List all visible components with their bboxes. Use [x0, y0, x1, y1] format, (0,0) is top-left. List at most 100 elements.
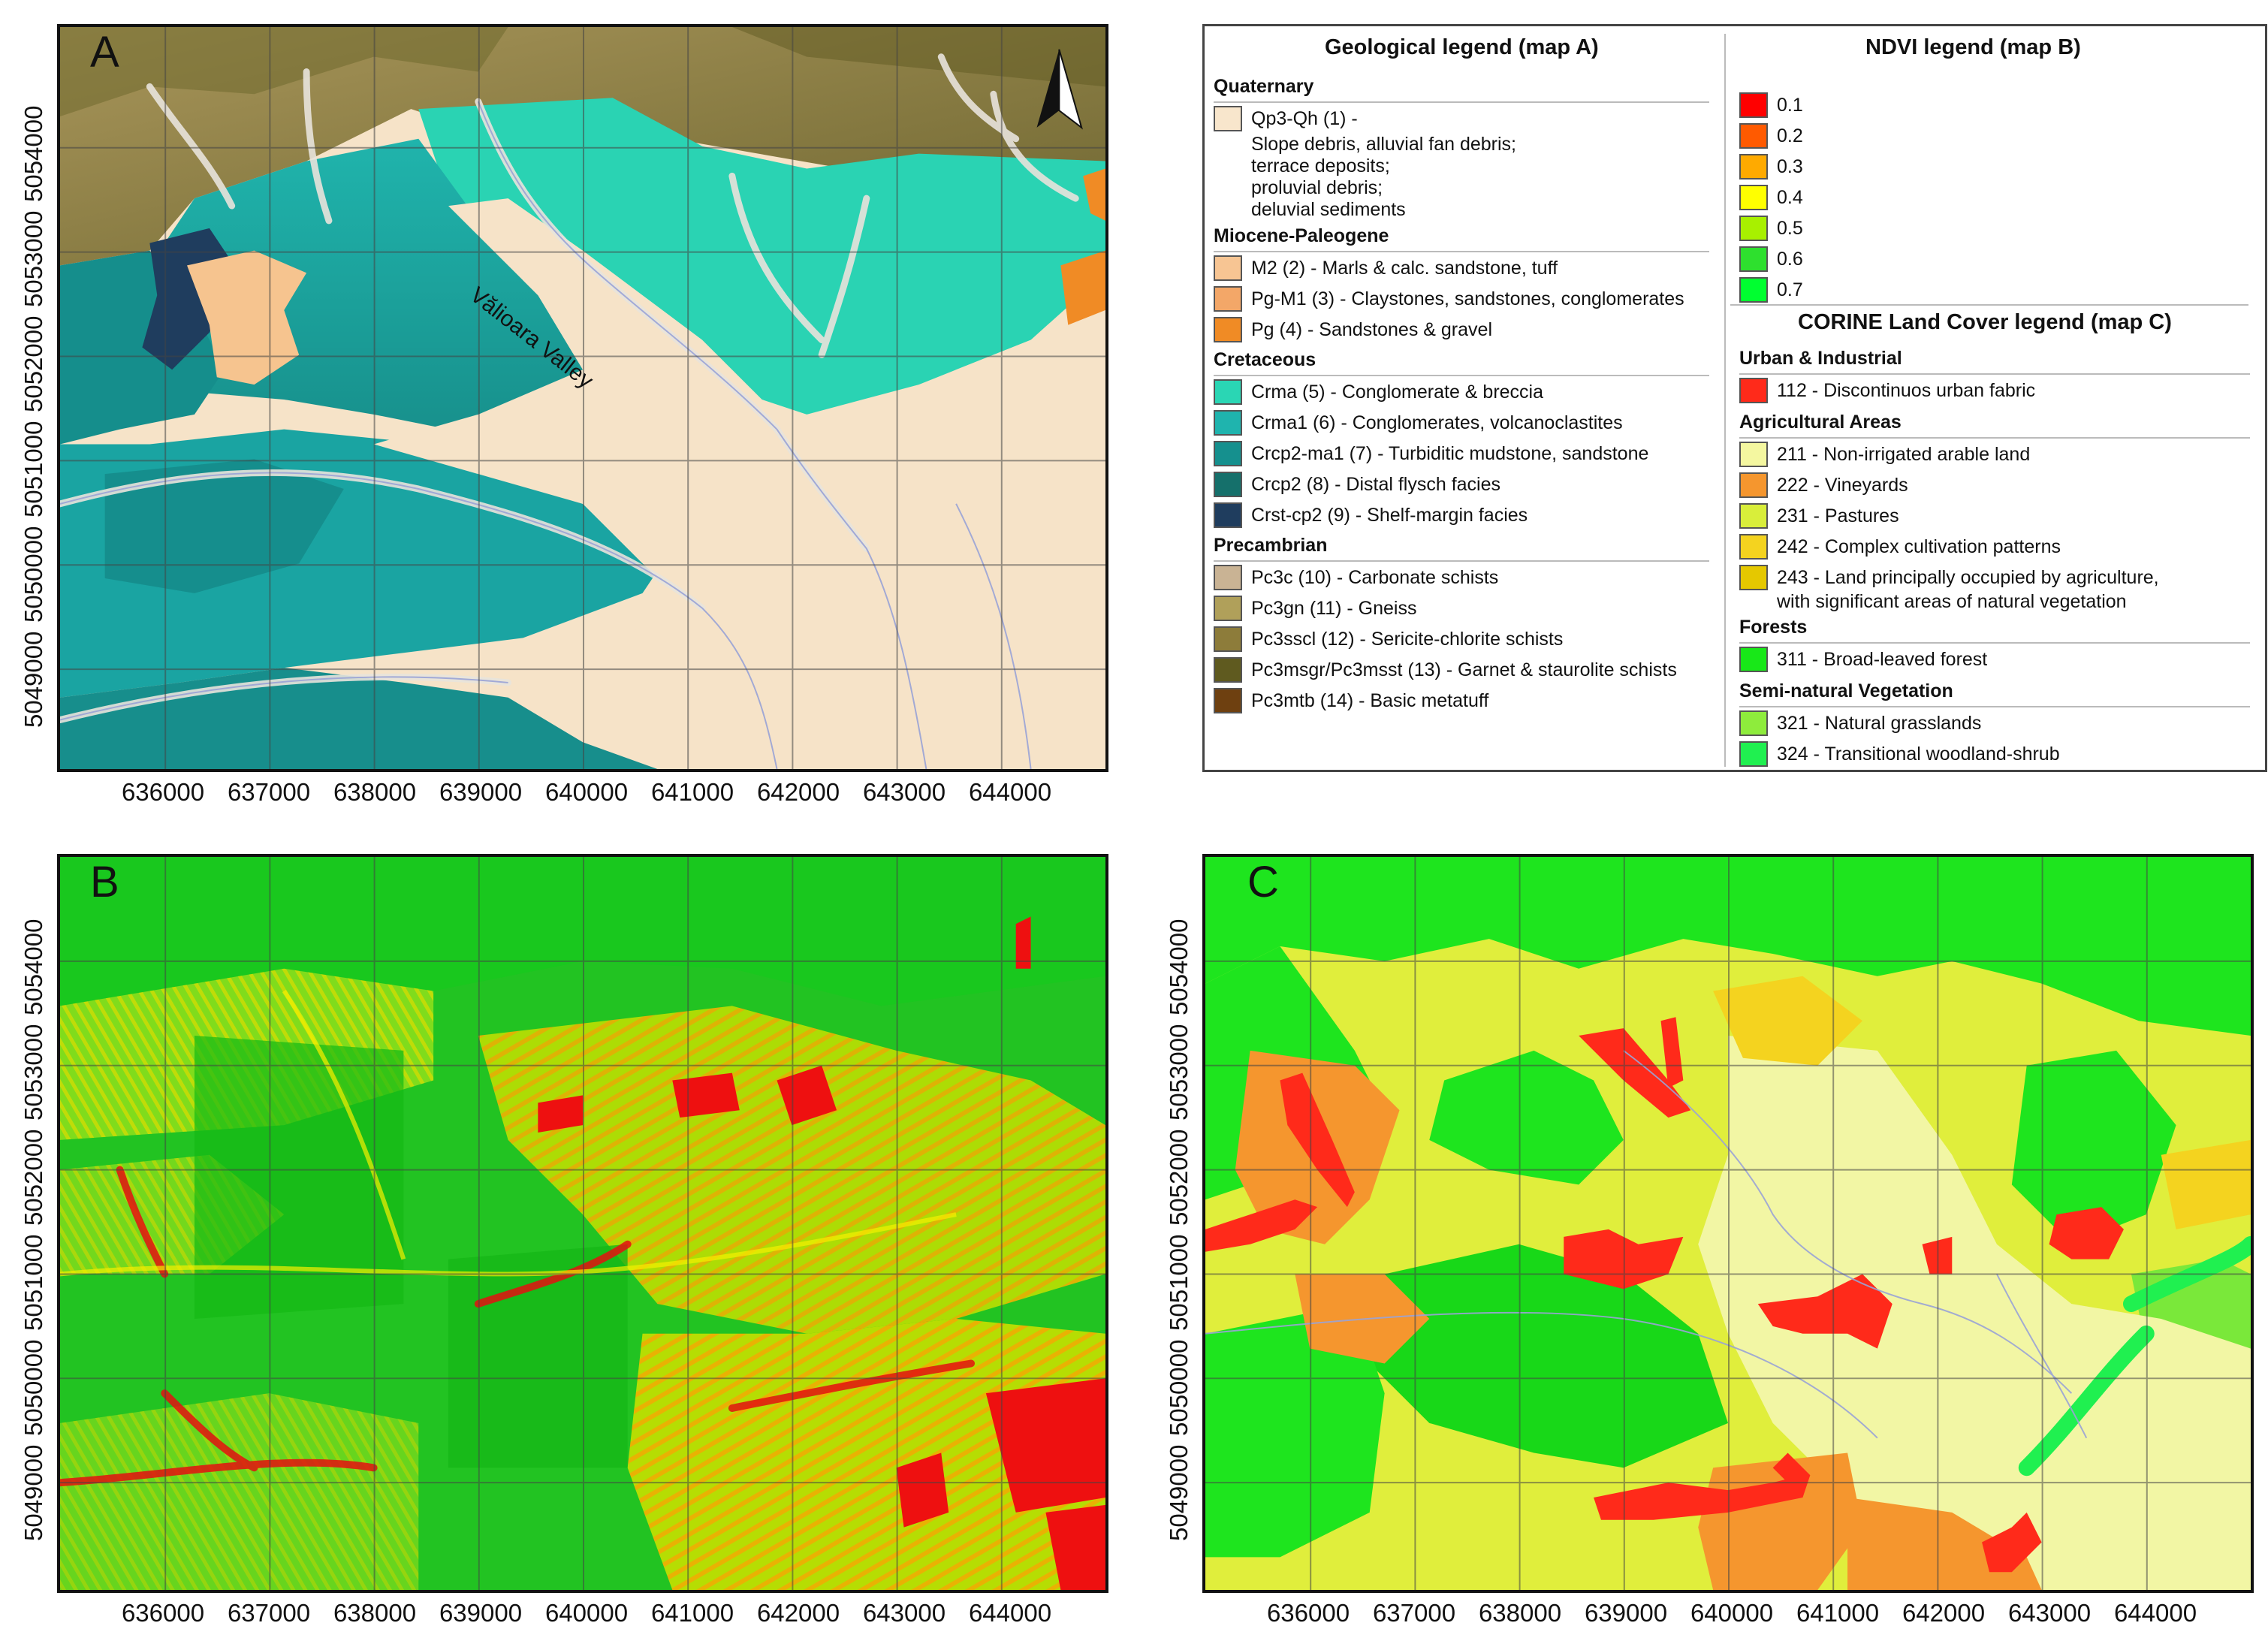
- legend-swatch: [1214, 106, 1242, 131]
- legend-rule: [1739, 373, 2250, 375]
- y-tick-label: 5052000: [1165, 1129, 1193, 1226]
- map-b-canvas: [60, 857, 1105, 1590]
- y-tick-label: 5053000: [1165, 1024, 1193, 1121]
- corine-legend-title: CORINE Land Cover legend (map C): [1798, 310, 2172, 334]
- legend-rule: [1739, 642, 2250, 644]
- x-tick-label: 641000: [650, 1599, 734, 1627]
- legend-label-continuation: proluvial debris;: [1251, 177, 1383, 198]
- legend-label: 0.7: [1777, 279, 1803, 300]
- map-a-canvas: [60, 27, 1105, 769]
- legend-label: M2 (2) - Marls & calc. sandstone, tuff: [1251, 257, 1558, 279]
- x-tick-label: 641000: [1796, 1599, 1880, 1627]
- legend-swatch: [1214, 565, 1242, 590]
- map-c-corine: C: [1202, 854, 2254, 1593]
- legend-swatch: [1739, 378, 1768, 403]
- legend-label-continuation: terrace deposits;: [1251, 155, 1390, 176]
- legend-label: Pg-M1 (3) - Claystones, sandstones, cong…: [1251, 288, 1684, 309]
- x-tick-label: 637000: [1372, 1599, 1456, 1627]
- corine-legend-item: 243 - Land principally occupied by agric…: [1739, 565, 2159, 590]
- legend-label: Crma1 (6) - Conglomerates, volcanoclasti…: [1251, 412, 1623, 433]
- legend-swatch: [1214, 596, 1242, 621]
- x-tick-label: 637000: [227, 778, 311, 806]
- geo-legend-item: Pc3gn (11) - Gneiss: [1214, 596, 1416, 621]
- legend-label: 0.5: [1777, 217, 1803, 239]
- legend-label: Pc3sscl (12) - Sericite-chlorite schists: [1251, 628, 1564, 650]
- legend-swatch: [1214, 255, 1242, 281]
- geo-legend-item: Crst-cp2 (9) - Shelf-margin facies: [1214, 502, 1528, 528]
- legend-swatch: [1214, 317, 1242, 342]
- legend-swatch: [1739, 534, 1768, 560]
- ndvi-legend-item: 0.6: [1739, 246, 1803, 272]
- x-tick-label: 637000: [227, 1599, 311, 1627]
- legend-swatch: [1214, 626, 1242, 652]
- x-tick-label: 639000: [1584, 1599, 1668, 1627]
- legend-label: Crst-cp2 (9) - Shelf-margin facies: [1251, 504, 1528, 526]
- legend-group-heading: Quaternary: [1214, 76, 1314, 97]
- geo-legend-title: Geological legend (map A): [1325, 35, 1599, 59]
- geo-legend-item: Pc3mtb (14) - Basic metatuff: [1214, 688, 1488, 713]
- geo-legend-item: Pg (4) - Sandstones & gravel: [1214, 317, 1492, 342]
- geo-legend-item: Pc3msgr/Pc3msst (13) - Garnet & stauroli…: [1214, 657, 1677, 683]
- ndvi-legend-item: 0.1: [1739, 92, 1803, 118]
- ndvi-legend-item: 0.3: [1739, 154, 1803, 179]
- y-tick-label: 5054000: [20, 919, 47, 1015]
- y-tick-label: 5050000: [1165, 1339, 1193, 1436]
- legend-rule: [1739, 706, 2250, 707]
- legend-group-heading: Cretaceous: [1214, 349, 1316, 370]
- legend-label: 211 - Non-irrigated arable land: [1777, 443, 2031, 465]
- legend-group-heading: Precambrian: [1214, 535, 1328, 556]
- legend-rule: [1214, 251, 1709, 252]
- legend-panel: Geological legend (map A) Quaternary Qp3-Q…: [1202, 24, 2267, 772]
- legend-swatch: [1739, 277, 1768, 303]
- y-tick-label: 5051000: [1165, 1234, 1193, 1331]
- y-tick-label: 5052000: [20, 315, 47, 412]
- panel-letter-b: B: [90, 858, 119, 906]
- legend-swatch: [1739, 472, 1768, 498]
- legend-rule: [1739, 437, 2250, 439]
- geo-legend-item: Pc3c (10) - Carbonate schists: [1214, 565, 1498, 590]
- ndvi-legend-title: NDVI legend (map B): [1865, 35, 2081, 59]
- y-tick-label: 5049000: [20, 631, 47, 728]
- legend-label: 112 - Discontinuos urban fabric: [1777, 379, 2036, 401]
- corine-legend-item: 211 - Non-irrigated arable land: [1739, 442, 2030, 467]
- legend-label: 243 - Land principally occupied by agric…: [1777, 566, 2159, 588]
- legend-swatch: [1214, 657, 1242, 683]
- ndvi-legend-item: 0.2: [1739, 123, 1803, 149]
- x-tick-label: 639000: [439, 1599, 523, 1627]
- legend-swatch: [1214, 502, 1242, 528]
- legend-swatch: [1214, 379, 1242, 405]
- corine-legend-item: 222 - Vineyards: [1739, 472, 1908, 498]
- x-tick-label: 643000: [2007, 1599, 2092, 1627]
- y-tick-label: 5053000: [20, 1024, 47, 1121]
- panel-letter-c: C: [1247, 858, 1279, 906]
- legend-rule: [1730, 304, 2248, 306]
- x-tick-label: 644000: [968, 1599, 1052, 1627]
- geo-legend-item: Pg-M1 (3) - Claystones, sandstones, cong…: [1214, 286, 1684, 312]
- legend-label: 242 - Complex cultivation patterns: [1777, 535, 2061, 557]
- legend-swatch: [1739, 565, 1768, 590]
- geo-legend-item: Crma (5) - Conglomerate & breccia: [1214, 379, 1543, 405]
- legend-group-heading: Semi-natural Vegetation: [1739, 680, 1953, 701]
- legend-swatch: [1739, 741, 1768, 767]
- legend-swatch: [1214, 441, 1242, 466]
- legend-label-continuation: deluvial sediments: [1251, 199, 1406, 220]
- map-b-ndvi: B: [57, 854, 1108, 1593]
- x-tick-label: 636000: [1266, 1599, 1350, 1627]
- legend-label: Pc3c (10) - Carbonate schists: [1251, 566, 1499, 588]
- y-tick-label: 5051000: [20, 1234, 47, 1331]
- x-tick-label: 638000: [333, 1599, 417, 1627]
- ndvi-legend-item: 0.5: [1739, 216, 1803, 241]
- x-tick-label: 636000: [121, 1599, 205, 1627]
- x-tick-label: 638000: [333, 778, 417, 806]
- map-c-canvas: [1205, 857, 2251, 1590]
- legend-label: 0.3: [1777, 155, 1803, 177]
- legend-group-heading: Forests: [1739, 617, 1808, 638]
- legend-divider: [1724, 34, 1726, 767]
- legend-group-heading: Agricultural Areas: [1739, 412, 1902, 433]
- legend-label: 0.1: [1777, 94, 1803, 116]
- legend-swatch: [1214, 688, 1242, 713]
- panel-letter-a: A: [90, 28, 119, 77]
- legend-swatch: [1214, 472, 1242, 497]
- legend-label: 231 - Pastures: [1777, 505, 1899, 526]
- legend-group-heading: Miocene-Paleogene: [1214, 225, 1389, 246]
